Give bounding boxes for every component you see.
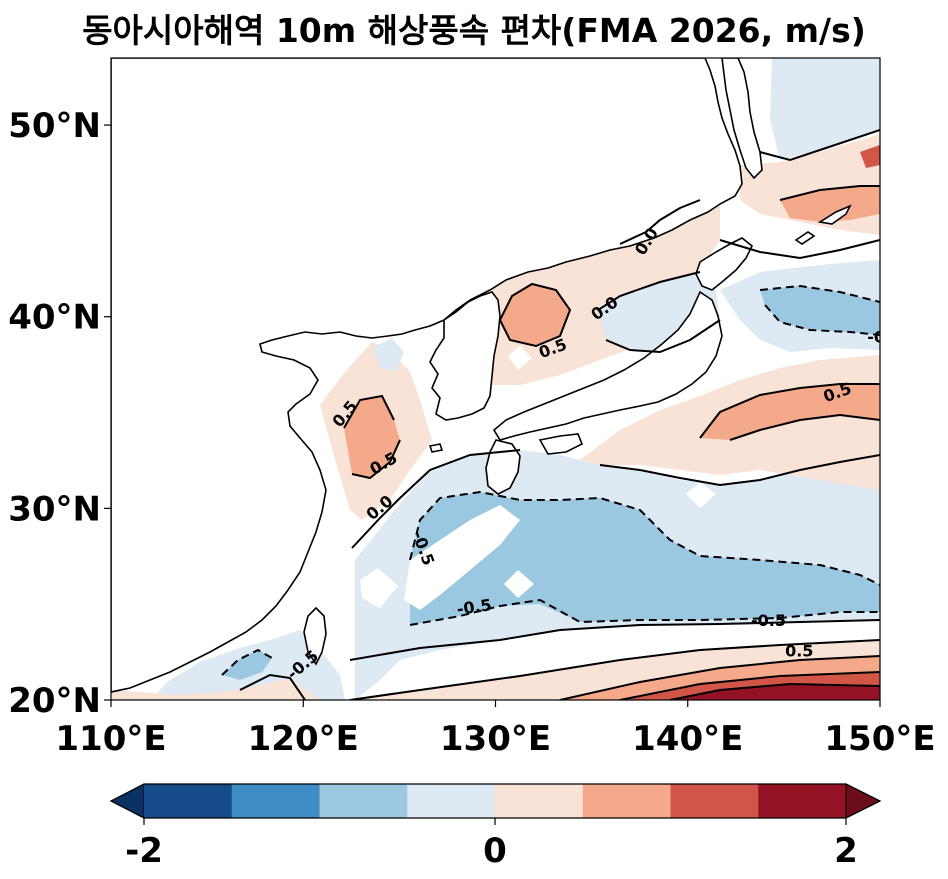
contour-label: -0.5: [456, 595, 493, 619]
mask-patch-ryukyu: [404, 505, 520, 610]
land-honshu: [492, 290, 723, 441]
land-jeju: [428, 443, 444, 453]
land-sakhalin: [721, 58, 763, 180]
contour-line: [719, 239, 880, 260]
contour-line: [599, 454, 880, 487]
mask-patch-1: [686, 482, 716, 508]
x-tick-label: 150°E: [824, 719, 935, 759]
y-tick-label: 40°N: [8, 298, 101, 338]
colorbar-segment: [758, 784, 847, 818]
x-tick-label: 110°E: [55, 719, 166, 759]
band-mid-blue-northeast: [760, 286, 880, 335]
contour-line: [759, 284, 880, 303]
y-tick-label: 50°N: [8, 106, 101, 146]
contour-line: [349, 639, 880, 700]
contour-line: [351, 439, 401, 480]
contour-line: [619, 199, 701, 245]
band-orange-yellowsea: [344, 396, 400, 478]
contour-line: [409, 598, 880, 626]
y-axis: 20°N 30°N 40°N 50°N: [8, 106, 111, 721]
colorbar-segment: [670, 784, 759, 818]
colorbar-segment: [319, 784, 408, 818]
mask-patch-2: [504, 570, 534, 598]
contour-line: [619, 671, 880, 700]
band-darkred-south: [670, 684, 880, 700]
contour-line: [764, 304, 880, 336]
contour-line: [559, 655, 880, 700]
colorbar-segment: [144, 784, 233, 818]
x-tick-label: 130°E: [440, 719, 551, 759]
y-tick-label: 20°N: [8, 681, 101, 721]
x-axis: 110°E 120°E 130°E 140°E 150°E: [55, 700, 936, 759]
land-hokkaido: [695, 237, 754, 291]
band-light-orange-south: [111, 678, 320, 700]
colorbar-extend-high: [845, 783, 882, 819]
colorbar-segment: [495, 784, 584, 818]
contour-line: [409, 490, 880, 586]
masked-areas: [360, 346, 716, 610]
land-asia-mainland: [111, 58, 743, 693]
colorbar-tick-label: -2: [125, 831, 163, 871]
contour-line: [699, 383, 880, 439]
land-kuril-1: [817, 204, 852, 225]
band-mid-blue: [410, 492, 880, 625]
land-shikoku: [538, 433, 584, 455]
contour-line: [221, 648, 273, 676]
filled-contours: [111, 58, 880, 700]
colorbar-segment: [231, 784, 320, 818]
contour-line: [729, 413, 880, 441]
contour-line: [669, 682, 880, 700]
colorbar-segment: [407, 784, 496, 818]
y-tick-label: 30°N: [8, 489, 101, 529]
x-tick-label: 120°E: [248, 719, 359, 759]
x-tick-label: 140°E: [632, 719, 743, 759]
colorbar-tick-label: 0: [483, 831, 507, 871]
land-korea: [429, 291, 501, 421]
band-orange-north: [780, 186, 880, 222]
band-mid-blue-taiwan: [222, 650, 272, 680]
contour-line: [498, 282, 572, 348]
contour-line: [343, 394, 395, 429]
map-area: [111, 58, 880, 700]
land-kuril-2: [794, 231, 816, 245]
band-orange-eastsea: [500, 284, 570, 346]
contour-line: [351, 449, 521, 549]
land-taiwan: [303, 606, 327, 666]
colorbar: -2 0 2: [109, 783, 882, 871]
contour-label: 0.5: [785, 642, 813, 661]
colorbar-extend-low: [109, 783, 145, 819]
colorbar-tick-label: 2: [834, 831, 858, 871]
contour-line: [605, 319, 721, 354]
colorbar-segment: [582, 784, 671, 818]
contour-line: [239, 673, 306, 700]
mask-patch-3: [508, 346, 532, 370]
contour-line: [759, 129, 880, 162]
contour-label: -0.5: [751, 611, 786, 630]
band-light-blue-yellowsea: [372, 338, 404, 372]
contour-line: [779, 185, 880, 201]
land: [111, 58, 852, 693]
contour-line: [597, 271, 701, 311]
band-orange-pacific: [700, 384, 880, 440]
contour-lines: [221, 129, 880, 700]
chart-title: 동아시아해역 10m 해상풍속 편차(FMA 2026, m/s): [82, 11, 866, 50]
mask-patch-east-china-sea: [360, 568, 398, 608]
band-light-blue-north: [770, 58, 880, 160]
contour-line: [349, 619, 880, 661]
band-red-north: [860, 145, 880, 168]
contour-label: -0: [867, 327, 885, 346]
